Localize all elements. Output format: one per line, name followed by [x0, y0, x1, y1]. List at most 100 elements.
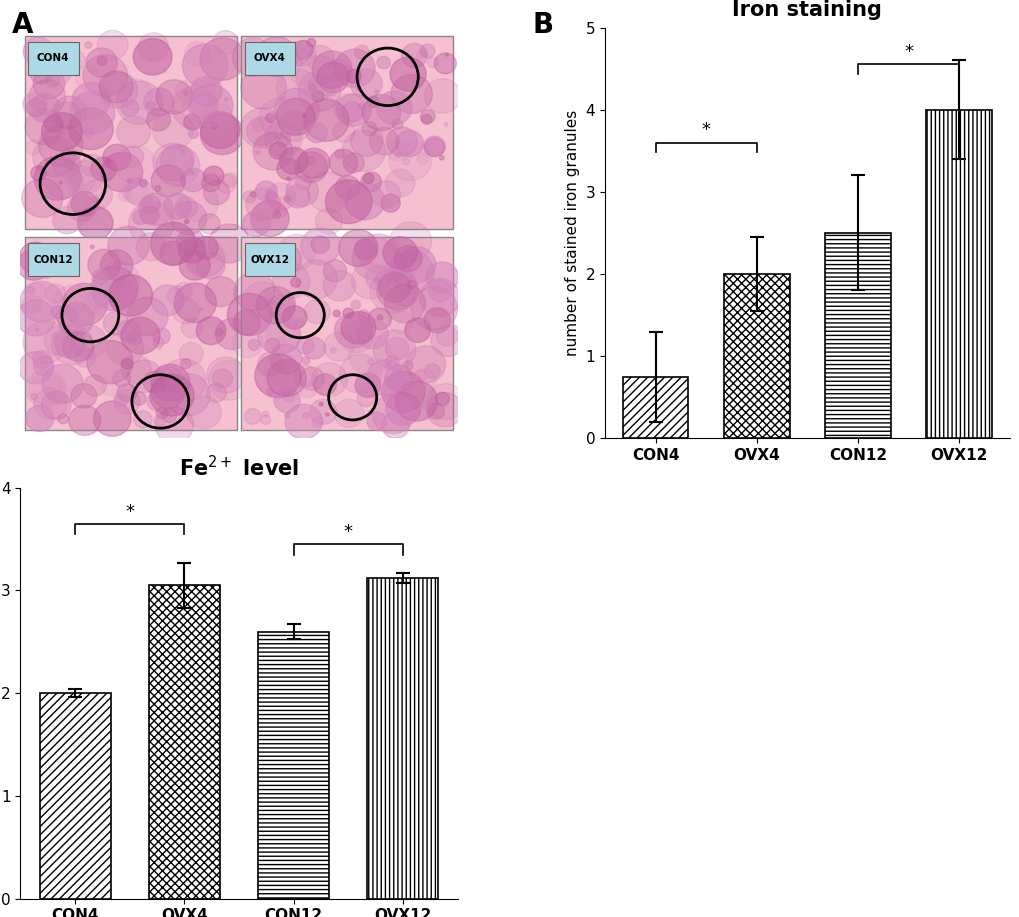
Circle shape — [224, 97, 228, 102]
Circle shape — [276, 98, 315, 135]
Circle shape — [427, 58, 438, 68]
Bar — [258, 632, 329, 899]
Circle shape — [71, 383, 97, 408]
Circle shape — [415, 370, 426, 381]
Circle shape — [34, 388, 67, 419]
Circle shape — [274, 88, 319, 130]
Text: OVX4: OVX4 — [254, 53, 285, 63]
Circle shape — [426, 392, 463, 426]
Bar — [24, 238, 236, 430]
Circle shape — [394, 246, 422, 271]
Circle shape — [85, 42, 92, 49]
Circle shape — [96, 305, 100, 310]
Circle shape — [445, 53, 448, 56]
Circle shape — [357, 390, 375, 406]
Bar — [29, 42, 78, 75]
Circle shape — [182, 44, 228, 87]
Circle shape — [314, 374, 336, 395]
Circle shape — [272, 263, 310, 298]
Circle shape — [355, 373, 380, 397]
Circle shape — [157, 345, 161, 349]
Bar — [723, 274, 789, 438]
Circle shape — [183, 114, 201, 130]
Circle shape — [262, 411, 268, 417]
Circle shape — [81, 154, 104, 176]
Circle shape — [286, 177, 290, 181]
Circle shape — [279, 148, 308, 174]
Circle shape — [335, 176, 360, 199]
Circle shape — [410, 369, 435, 392]
Circle shape — [323, 260, 346, 282]
Bar — [40, 693, 110, 899]
Circle shape — [401, 43, 427, 68]
Circle shape — [201, 112, 239, 149]
Circle shape — [388, 140, 431, 181]
Circle shape — [124, 179, 153, 205]
Circle shape — [71, 192, 98, 216]
Circle shape — [152, 392, 157, 398]
Circle shape — [216, 174, 236, 193]
Circle shape — [276, 337, 286, 346]
Circle shape — [88, 203, 98, 213]
Circle shape — [200, 114, 244, 155]
Circle shape — [29, 57, 33, 60]
Circle shape — [274, 388, 300, 413]
Circle shape — [103, 144, 130, 171]
Circle shape — [142, 195, 160, 214]
Circle shape — [113, 390, 140, 414]
Circle shape — [150, 374, 194, 416]
Circle shape — [160, 144, 194, 176]
Circle shape — [317, 62, 350, 93]
Circle shape — [406, 346, 445, 382]
Circle shape — [101, 152, 143, 192]
Circle shape — [175, 282, 193, 299]
Circle shape — [200, 308, 202, 311]
Circle shape — [34, 156, 81, 200]
Circle shape — [106, 160, 110, 164]
Circle shape — [334, 149, 344, 159]
Circle shape — [154, 367, 183, 394]
Circle shape — [64, 154, 81, 171]
Circle shape — [69, 92, 115, 134]
Circle shape — [389, 57, 426, 91]
Circle shape — [118, 189, 131, 202]
Circle shape — [423, 137, 445, 157]
Circle shape — [319, 403, 323, 406]
Circle shape — [394, 381, 437, 421]
Circle shape — [303, 413, 309, 418]
Circle shape — [426, 383, 465, 419]
Circle shape — [28, 287, 35, 293]
Circle shape — [191, 94, 218, 119]
Circle shape — [74, 348, 95, 367]
Circle shape — [264, 122, 302, 157]
Circle shape — [265, 115, 274, 123]
Circle shape — [115, 146, 156, 183]
Circle shape — [421, 401, 430, 409]
Circle shape — [160, 241, 185, 266]
Circle shape — [213, 30, 238, 54]
Circle shape — [121, 359, 132, 370]
Circle shape — [184, 240, 198, 253]
Circle shape — [418, 316, 429, 326]
Circle shape — [296, 260, 337, 299]
Circle shape — [178, 238, 206, 263]
Circle shape — [298, 72, 340, 111]
Circle shape — [183, 91, 189, 95]
Circle shape — [46, 284, 66, 304]
Circle shape — [357, 319, 388, 348]
Circle shape — [362, 122, 377, 136]
Circle shape — [381, 371, 425, 412]
Circle shape — [26, 98, 46, 116]
Circle shape — [247, 116, 277, 146]
Circle shape — [311, 236, 329, 253]
Circle shape — [17, 249, 50, 281]
Circle shape — [363, 173, 374, 183]
Circle shape — [52, 285, 96, 326]
Circle shape — [304, 99, 348, 141]
Circle shape — [424, 308, 450, 333]
Circle shape — [242, 282, 282, 320]
Circle shape — [63, 148, 75, 159]
Circle shape — [205, 277, 236, 306]
Circle shape — [77, 206, 113, 239]
Circle shape — [48, 64, 55, 71]
